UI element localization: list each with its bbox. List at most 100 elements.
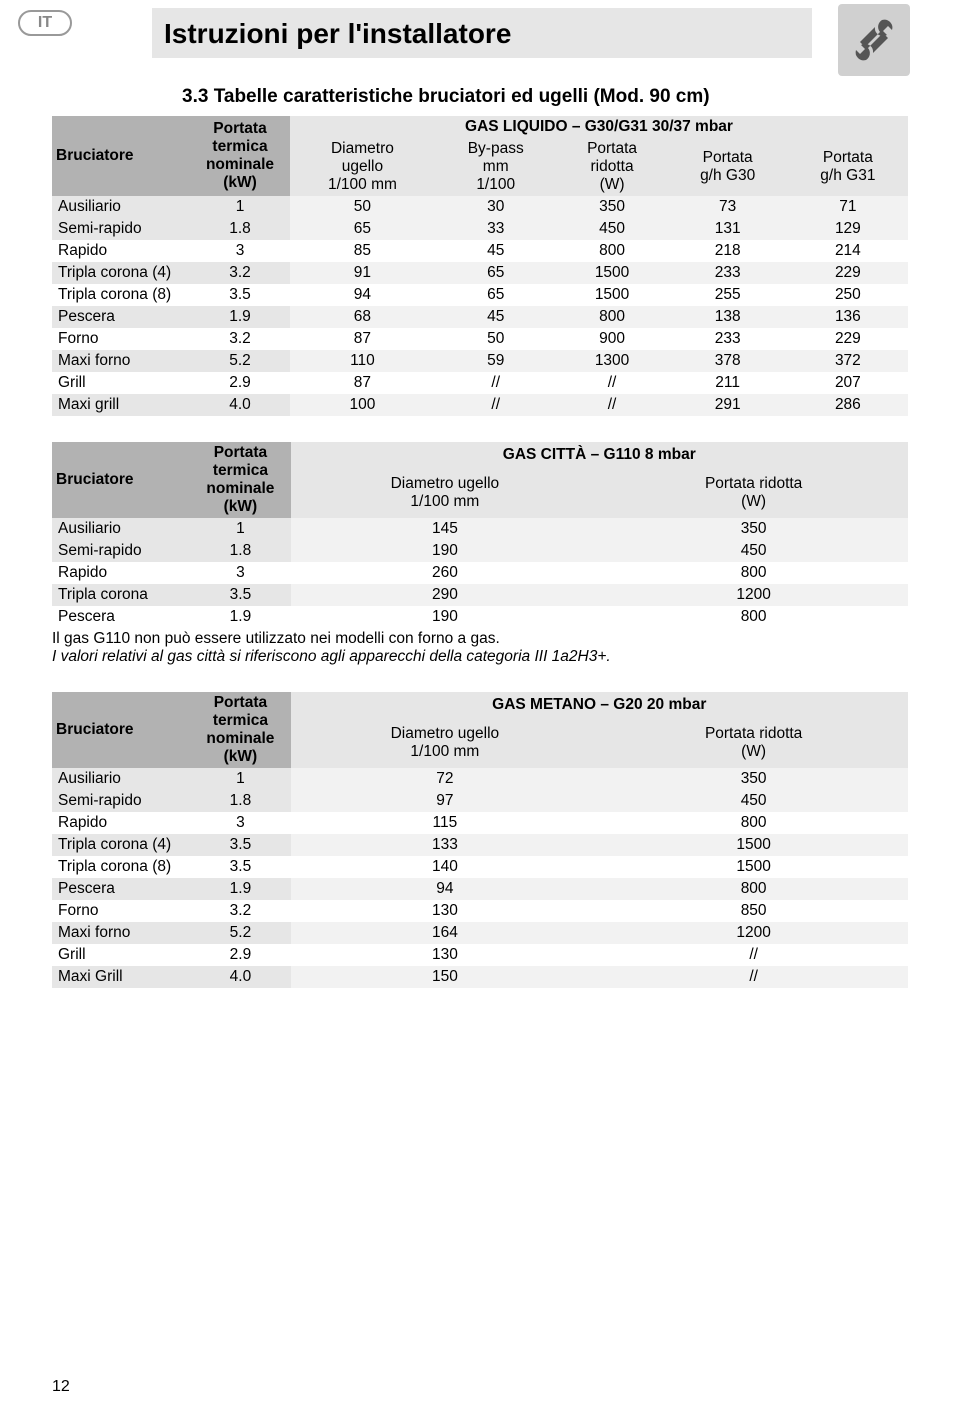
row-value: // (435, 394, 557, 416)
row-value: 800 (599, 812, 908, 834)
row-value: 207 (788, 372, 908, 394)
table-gas-citta: BruciatorePortatatermicanominale(kW)GAS … (52, 442, 908, 666)
row-kw: 3.2 (190, 262, 290, 284)
row-name: Pescera (52, 606, 190, 628)
hdr-gas-type: GAS CITTÀ – G110 8 mbar (291, 442, 908, 469)
row-value: 150 (291, 966, 600, 988)
row-value: 72 (291, 768, 600, 790)
row-kw: 1 (190, 196, 290, 218)
row-value: 130 (291, 900, 600, 922)
table-row: Tripla corona3.52901200 (52, 584, 908, 606)
table-gas-metano: BruciatorePortatatermicanominale(kW)GAS … (52, 692, 908, 988)
row-value: 87 (290, 328, 435, 350)
row-value: 33 (435, 218, 557, 240)
row-kw: 3.5 (190, 856, 290, 878)
hdr-bruciatore: Bruciatore (52, 692, 190, 768)
table-row: Forno3.2130850 (52, 900, 908, 922)
row-kw: 5.2 (190, 350, 290, 372)
col-header: Portata ridotta(W) (599, 469, 908, 518)
row-value: 164 (291, 922, 600, 944)
table-row: Rapido38545800218214 (52, 240, 908, 262)
page-title: Istruzioni per l'installatore (164, 18, 511, 49)
row-value: 290 (291, 584, 600, 606)
row-value: 45 (435, 240, 557, 262)
col-header: Portatag/h G30 (668, 138, 788, 196)
row-value: 800 (557, 306, 668, 328)
table-row: Rapido3115800 (52, 812, 908, 834)
row-kw: 1.9 (190, 606, 290, 628)
row-value: 1500 (599, 834, 908, 856)
row-value: // (435, 372, 557, 394)
row-name: Maxi forno (52, 922, 190, 944)
row-kw: 3 (190, 812, 290, 834)
row-value: 87 (290, 372, 435, 394)
hdr-bruciatore: Bruciatore (52, 116, 190, 196)
row-value: 190 (291, 540, 600, 562)
page-number: 12 (52, 1378, 70, 1396)
row-value: 1500 (557, 284, 668, 306)
row-name: Ausiliario (52, 768, 190, 790)
row-name: Maxi Grill (52, 966, 190, 988)
row-value: 255 (668, 284, 788, 306)
row-kw: 3.2 (190, 900, 290, 922)
row-kw: 1.8 (190, 218, 290, 240)
table-row: Grill2.987////211207 (52, 372, 908, 394)
row-value: 233 (668, 328, 788, 350)
row-value: 800 (599, 878, 908, 900)
note-line-1: Il gas G110 non può essere utilizzato ne… (52, 630, 908, 648)
row-value: 115 (291, 812, 600, 834)
row-kw: 3 (190, 562, 290, 584)
row-kw: 1.8 (190, 540, 290, 562)
row-value: 30 (435, 196, 557, 218)
row-value: 130 (291, 944, 600, 966)
row-value: 350 (557, 196, 668, 218)
row-value: 450 (599, 540, 908, 562)
row-value: 73 (668, 196, 788, 218)
row-value: 91 (290, 262, 435, 284)
row-name: Maxi grill (52, 394, 190, 416)
table-row: Pescera1.9190800 (52, 606, 908, 628)
row-value: 45 (435, 306, 557, 328)
row-value: 214 (788, 240, 908, 262)
row-name: Semi-rapido (52, 540, 190, 562)
note-line-2: I valori relativi al gas città si riferi… (52, 648, 908, 666)
col-header: Diametrougello1/100 mm (290, 138, 435, 196)
table-row: Forno3.28750900233229 (52, 328, 908, 350)
row-value: 138 (668, 306, 788, 328)
row-value: 372 (788, 350, 908, 372)
row-value: // (599, 944, 908, 966)
row-value: 1200 (599, 922, 908, 944)
row-name: Tripla corona (8) (52, 856, 190, 878)
row-name: Maxi forno (52, 350, 190, 372)
table-row: Tripla corona (4)3.51331500 (52, 834, 908, 856)
row-value: 850 (599, 900, 908, 922)
row-value: 129 (788, 218, 908, 240)
row-kw: 5.2 (190, 922, 290, 944)
table-row: Ausiliario1145350 (52, 518, 908, 540)
page-title-bar: Istruzioni per l'installatore (152, 8, 812, 58)
row-name: Ausiliario (52, 518, 190, 540)
col-header: Portata ridotta(W) (599, 719, 908, 768)
row-name: Semi-rapido (52, 218, 190, 240)
wrench-icon (838, 4, 910, 76)
col-header: Portataridotta(W) (557, 138, 668, 196)
row-kw: 1.8 (190, 790, 290, 812)
hdr-portata-termica: Portatatermicanominale(kW) (190, 116, 290, 196)
row-value: 1200 (599, 584, 908, 606)
row-value: 250 (788, 284, 908, 306)
row-value: 131 (668, 218, 788, 240)
row-value: 145 (291, 518, 600, 540)
table-row: Tripla corona (4)3.291651500233229 (52, 262, 908, 284)
row-kw: 1 (190, 768, 290, 790)
table-row: Rapido3260800 (52, 562, 908, 584)
table-row: Pescera1.994800 (52, 878, 908, 900)
row-value: 190 (291, 606, 600, 628)
table-gas-liquido: BruciatorePortatatermicanominale(kW)GAS … (52, 116, 908, 416)
lang-badge: IT (18, 10, 72, 36)
row-value: 800 (557, 240, 668, 262)
row-value: 218 (668, 240, 788, 262)
row-name: Ausiliario (52, 196, 190, 218)
row-value: 65 (435, 284, 557, 306)
row-name: Pescera (52, 878, 190, 900)
row-value: 65 (290, 218, 435, 240)
